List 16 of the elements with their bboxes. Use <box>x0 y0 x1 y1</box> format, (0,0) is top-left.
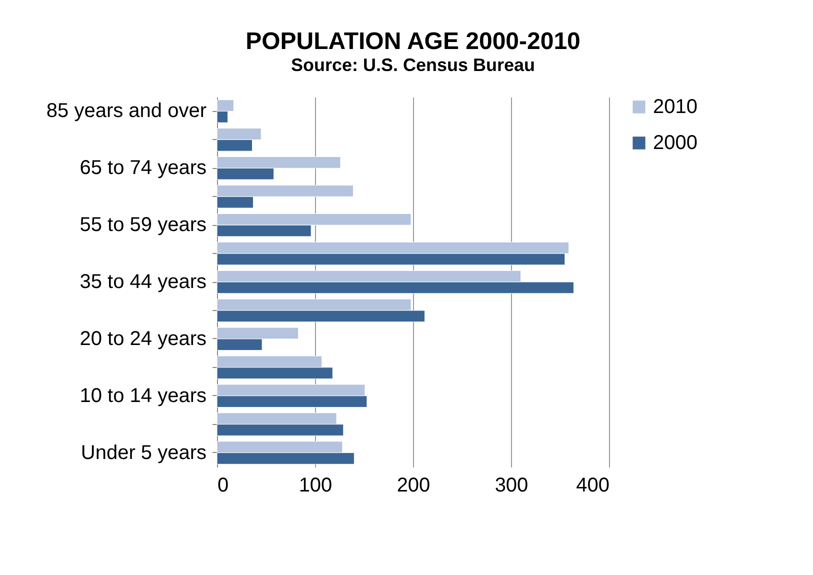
y-tick-label: Under 5 years <box>80 442 206 464</box>
x-tick-label: 100 <box>298 474 332 496</box>
chart-subtitle: Source: U.S. Census Bureau <box>290 55 536 75</box>
y-tick-label: 65 to 74 years <box>80 157 206 180</box>
y-tick-label: 85 years and over <box>46 100 207 122</box>
x-tick-label: 300 <box>494 474 528 496</box>
x-tick-label: 200 <box>396 474 430 496</box>
legend-label: 2000 <box>653 132 698 154</box>
y-tick-label: 35 to 44 years <box>80 271 206 293</box>
chart-title: POPULATION AGE 2000-2010 <box>246 28 580 55</box>
y-tick-label: 20 to 24 years <box>80 328 206 350</box>
x-tick-label: 400 <box>576 474 610 496</box>
y-tick-label: 10 to 14 years <box>80 384 206 407</box>
y-tick-label: 55 to 59 years <box>80 214 206 236</box>
legend-label: 2010 <box>653 96 698 118</box>
x-tick-label: 0 <box>218 474 229 496</box>
